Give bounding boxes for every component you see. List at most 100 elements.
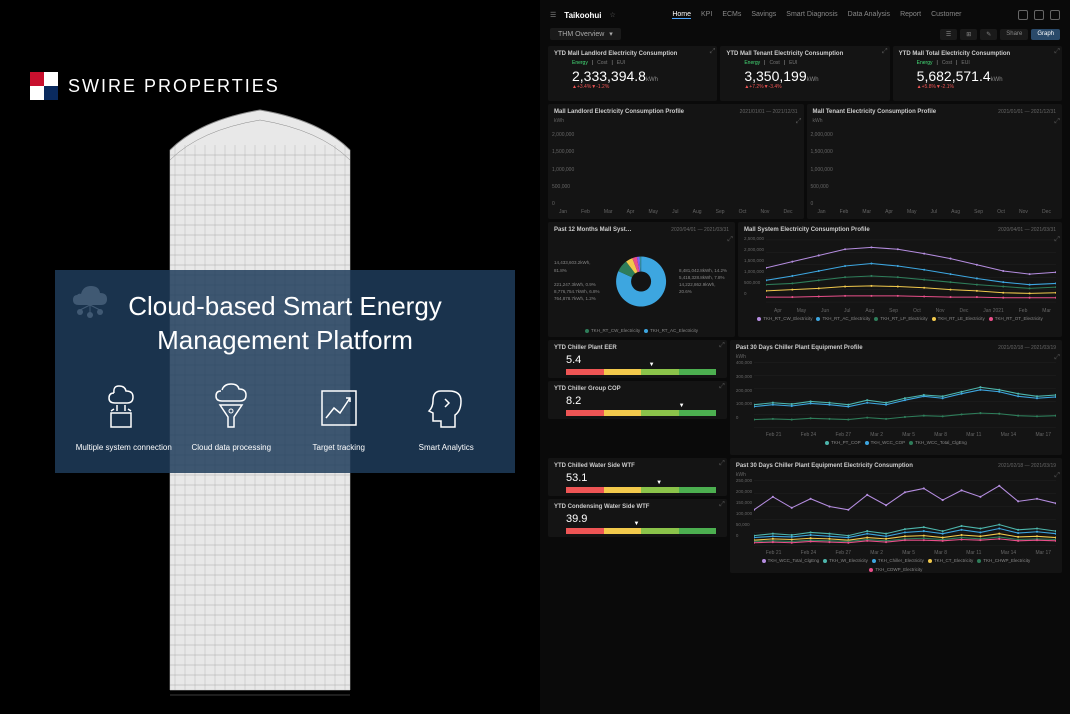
top-icons	[1018, 10, 1060, 20]
card-date: 2021/02/18 — 2021/03/19	[998, 345, 1056, 351]
nav-tab-data-analysis[interactable]: Data Analysis	[848, 11, 890, 19]
logo-text: SWIRE PROPERTIES	[68, 76, 280, 97]
nav-tab-ecms[interactable]: ECMs	[722, 11, 741, 19]
gauge-value: 8.2	[566, 395, 721, 407]
expand-icon[interactable]: ⤢	[1054, 472, 1060, 480]
feature-label: Smart Analytics	[419, 443, 474, 453]
bar-chart-card: Mall Tenant Electricity Consumption Prof…	[807, 104, 1063, 219]
kpi-value: 3,350,199kWh	[744, 68, 883, 84]
top-bar: ☰ Taikoohui ☆ Home KPI ECMs Savings Smart Di…	[545, 5, 1065, 25]
kpi-value: 2,333,394.8kWh	[572, 68, 711, 84]
feature-target-tracking: Target tracking	[289, 383, 389, 453]
icon-btn[interactable]	[1034, 10, 1044, 20]
nav-tab-report[interactable]: Report	[900, 11, 921, 19]
marketing-panel: SWIRE PROPERTIES const bg = document.que…	[0, 0, 540, 714]
view-btn[interactable]: ⊞	[960, 29, 977, 40]
view-btn[interactable]: ✎	[980, 29, 997, 40]
nav-tab-savings[interactable]: Savings	[751, 11, 776, 19]
kpi-delta: ▲+3.4%▼-1.2%	[572, 84, 711, 90]
feature-label: Cloud data processing	[191, 443, 271, 453]
expand-icon[interactable]: ⤢	[710, 48, 716, 56]
pie-card: Past 12 Months Mall Syst… 2020/04/01 — 2…	[548, 222, 735, 337]
card-date: 2021/02/18 — 2021/03/19	[998, 463, 1056, 469]
icon-btn[interactable]	[1050, 10, 1060, 20]
expand-icon[interactable]: ⤢	[1054, 354, 1060, 362]
feature-label: Target tracking	[313, 443, 365, 453]
x-axis: JanFebMarAprMayJulAugSepOctNovDec	[813, 207, 1057, 215]
kpi-labels: Energy | Cost | EUI	[917, 60, 1056, 66]
expand-icon[interactable]: ⤢	[1054, 48, 1060, 56]
gauge-value: 53.1	[566, 472, 721, 484]
expand-icon[interactable]: ⤢	[719, 460, 725, 468]
x-axis: AprMayJunJulAugSepOctNovDecJan 2021FebMa…	[744, 306, 1056, 314]
connection-icon	[99, 383, 149, 433]
kpi-labels: Energy | Cost | EUI	[572, 60, 711, 66]
head-icon	[421, 383, 471, 433]
kpi-card: YTD Mall Landlord Electricity Consumptio…	[548, 46, 717, 101]
graph-btn[interactable]: Graph	[1031, 29, 1060, 40]
card-date: 2021/01/01 — 2021/12/31	[740, 109, 798, 115]
line-chart	[754, 478, 1056, 548]
icon-btn[interactable]	[1018, 10, 1028, 20]
expand-icon[interactable]: ⤢	[882, 48, 888, 56]
overlay-panel: Cloud-based Smart Energy Management Plat…	[55, 270, 515, 473]
gauge-card: YTD Chiller Plant EER ⤢ 5.4	[548, 340, 727, 378]
menu-icon[interactable]: ☰	[550, 11, 556, 19]
x-axis: JanFebMarAprMayJulAugSepOctNovDec	[554, 207, 798, 215]
view-btn[interactable]: ☰	[940, 29, 957, 40]
kpi-row: YTD Mall Landlord Electricity Consumptio…	[545, 46, 1065, 101]
bar-chart-row: Mall Landlord Electricity Consumption Pr…	[545, 104, 1065, 219]
nav-tab-smart-diagnosis[interactable]: Smart Diagnosis	[786, 11, 837, 19]
legend: TKH_RT_CW_ElectricityTKH_RT_AC_Electrici…	[554, 328, 729, 333]
star-icon[interactable]: ☆	[609, 11, 615, 19]
card-title: YTD Chiller Plant EER	[554, 345, 721, 351]
share-btn[interactable]: Share	[1000, 29, 1028, 40]
line-chart-card: Mall System Electricity Consumption Prof…	[738, 222, 1062, 337]
bar-chart-card: Mall Landlord Electricity Consumption Pr…	[548, 104, 804, 219]
expand-icon[interactable]: ⤢	[719, 501, 725, 509]
location-label[interactable]: Taikoohui	[564, 11, 601, 20]
expand-icon[interactable]: ⤢	[796, 118, 802, 126]
nav-tab-customer[interactable]: Customer	[931, 11, 961, 19]
legend: TKH_WCC_Total_ClgEngTKH_WI_ElectricityTK…	[736, 558, 1056, 572]
expand-icon[interactable]: ⤢	[727, 236, 733, 244]
kpi-delta: ▲+5.8%▼-2.1%	[917, 84, 1056, 90]
card-title: YTD Mall Total Electricity Consumption	[899, 51, 1056, 57]
funnel-icon	[206, 383, 256, 433]
feature-multiple-connection: Multiple system connection	[74, 383, 174, 453]
feature-label: Multiple system connection	[76, 443, 172, 453]
line-chart-card: Past 30 Days Chiller Plant Equipment Ele…	[730, 458, 1062, 573]
logo-mark	[30, 72, 58, 100]
gauge-card: YTD Condensing Water Side WTF ⤢ 39.9	[548, 499, 727, 537]
card-date: 2021/01/01 — 2021/12/31	[998, 109, 1056, 115]
card-title: YTD Mall Landlord Electricity Consumptio…	[554, 51, 711, 57]
card-date: 2020/04/01 — 2021/03/31	[671, 227, 729, 233]
bar-chart: 2,000,0001,500,0001,000,000500,0000	[813, 132, 1057, 207]
expand-icon[interactable]: ⤢	[719, 342, 725, 350]
card-title: YTD Condensing Water Side WTF	[554, 504, 721, 510]
overlay-title: Cloud-based Smart Energy Management Plat…	[70, 290, 500, 358]
feature-smart-analytics: Smart Analytics	[396, 383, 496, 453]
gauge-bar	[566, 487, 716, 493]
x-axis: Feb 21Feb 24Feb 27Mar 2Mar 5Mar 8Mar 11M…	[736, 548, 1056, 556]
expand-icon[interactable]: ⤢	[1054, 118, 1060, 126]
bar-chart: 2,000,0001,500,0001,000,000500,0000	[554, 132, 798, 207]
nav-tab-home[interactable]: Home	[672, 11, 691, 19]
kpi-card: YTD Mall Total Electricity Consumption ⤢…	[893, 46, 1062, 101]
gauge-card: YTD Chiller Group COP ⤢ 8.2	[548, 381, 727, 419]
gauge-column: YTD Chilled Water Side WTF ⤢ 53.1 YTD Co…	[548, 458, 727, 573]
card-title: YTD Chiller Group COP	[554, 386, 721, 392]
kpi-value: 5,682,571.4kWh	[917, 68, 1056, 84]
dashboard-panel: ☰ Taikoohui ☆ Home KPI ECMs Savings Smart Di…	[540, 0, 1070, 714]
nav-tab-kpi[interactable]: KPI	[701, 11, 712, 19]
expand-icon[interactable]: ⤢	[719, 383, 725, 391]
legend: TKH_PT_COPTKH_WCC_COPTKH_WCC_Total_ClgEn…	[736, 440, 1056, 445]
pie-chart: 14,433,603.2kWh, 81.8% 221,247.3kWh, 0.9…	[554, 236, 729, 326]
expand-icon[interactable]: ⤢	[1054, 236, 1060, 244]
overview-dropdown[interactable]: THM Overview▾	[550, 28, 621, 40]
gauge-column: YTD Chiller Plant EER ⤢ 5.4 YTD Chiller …	[548, 340, 727, 455]
gauge-line-row2: YTD Chilled Water Side WTF ⤢ 53.1 YTD Co…	[545, 458, 1065, 573]
gauge-card: YTD Chilled Water Side WTF ⤢ 53.1	[548, 458, 727, 496]
company-logo: SWIRE PROPERTIES	[30, 72, 280, 100]
x-axis: Feb 21Feb 24Feb 27Mar 2Mar 5Mar 8Mar 11M…	[736, 430, 1056, 438]
